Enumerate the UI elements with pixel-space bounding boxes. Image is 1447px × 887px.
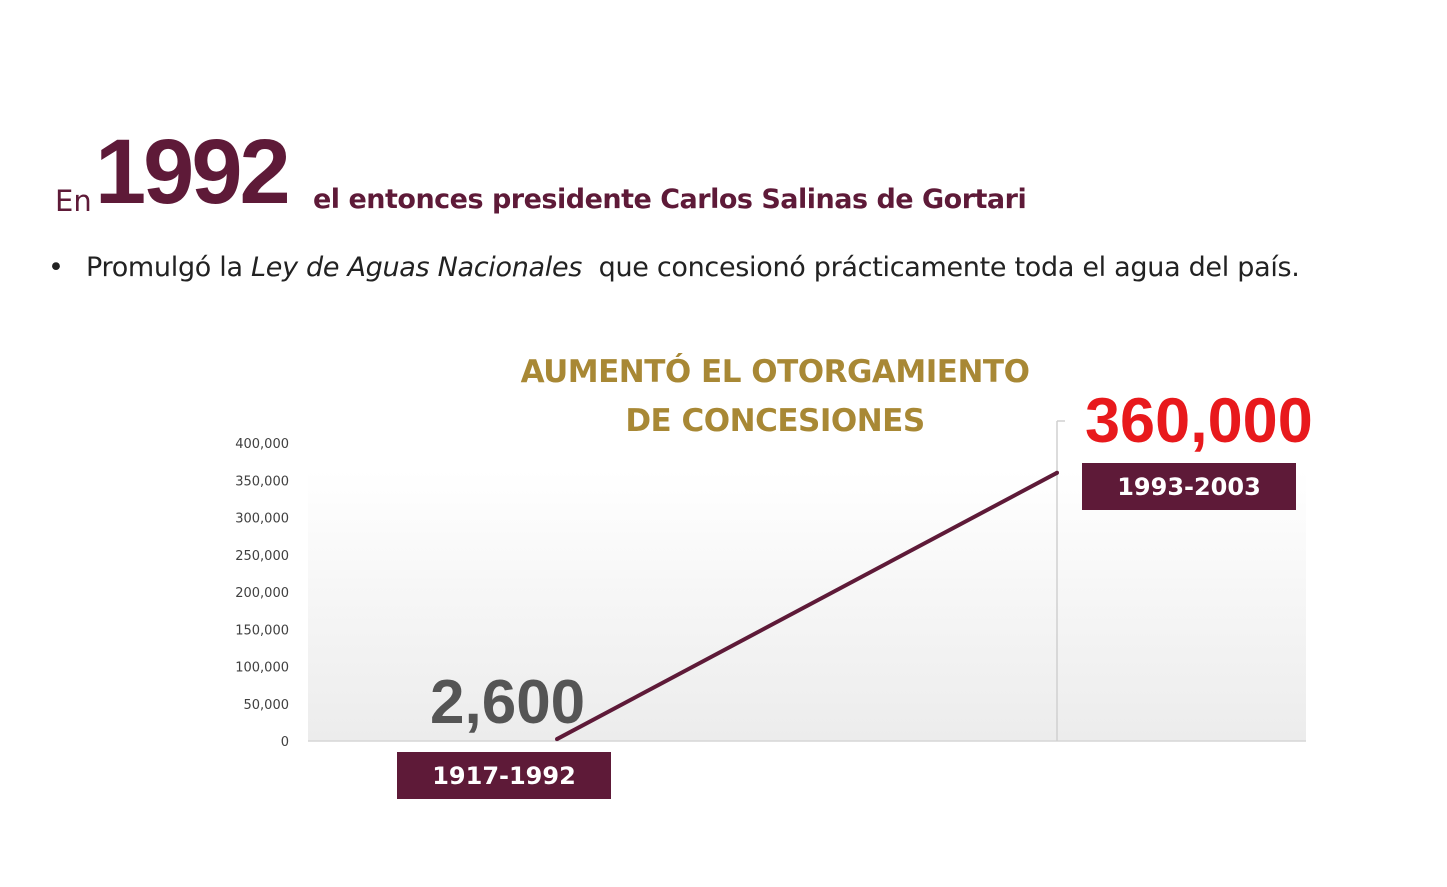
data-value-label: 360,000	[1085, 386, 1313, 456]
bullet-text-after: que concesionó prácticamente toda el agu…	[582, 252, 1300, 283]
y-tick-label: 200,000	[235, 586, 289, 601]
y-tick-label: 350,000	[235, 474, 289, 489]
period-label: 1917-1992	[397, 752, 611, 799]
chart-title-line-2: DE CONCESIONES	[625, 403, 925, 439]
heading-text: el entonces presidente Carlos Salinas de…	[313, 184, 1027, 215]
heading-year: 1992	[95, 121, 291, 223]
y-tick-label: 50,000	[244, 698, 290, 713]
y-tick-label: 0	[281, 735, 289, 750]
data-point	[555, 737, 559, 742]
y-tick-label: 300,000	[235, 512, 289, 527]
y-tick-label: 100,000	[235, 661, 289, 676]
y-tick-label: 150,000	[235, 623, 289, 638]
chart-title-line-1: AUMENTÓ EL OTORGAMIENTO	[520, 354, 1030, 390]
bullet-icon: •	[48, 252, 64, 283]
y-tick-label: 250,000	[235, 549, 289, 564]
period-label: 1993-2003	[1082, 463, 1296, 510]
heading: En 1992 el entonces presidente Carlos Sa…	[55, 126, 1155, 222]
series-layer	[555, 420, 1065, 742]
y-tick-label: 400,000	[235, 437, 289, 452]
bullet-text-before: Promulgó la	[86, 252, 252, 283]
bullet-item: • Promulgó la Ley de Aguas Nacionales que…	[48, 252, 1428, 283]
bullet-text-italic: Ley de Aguas Nacionales	[251, 252, 583, 283]
data-point	[1055, 470, 1059, 475]
chart-title: AUMENTÓ EL OTORGAMIENTO DE CONCESIONES	[505, 348, 1045, 446]
heading-prefix: En	[55, 184, 92, 218]
y-axis: 0 50,000 100,000 150,000 200,000 250,000 300,0…	[235, 437, 289, 750]
series-line	[556, 471, 1058, 741]
data-value-label: 2,600	[430, 668, 586, 737]
